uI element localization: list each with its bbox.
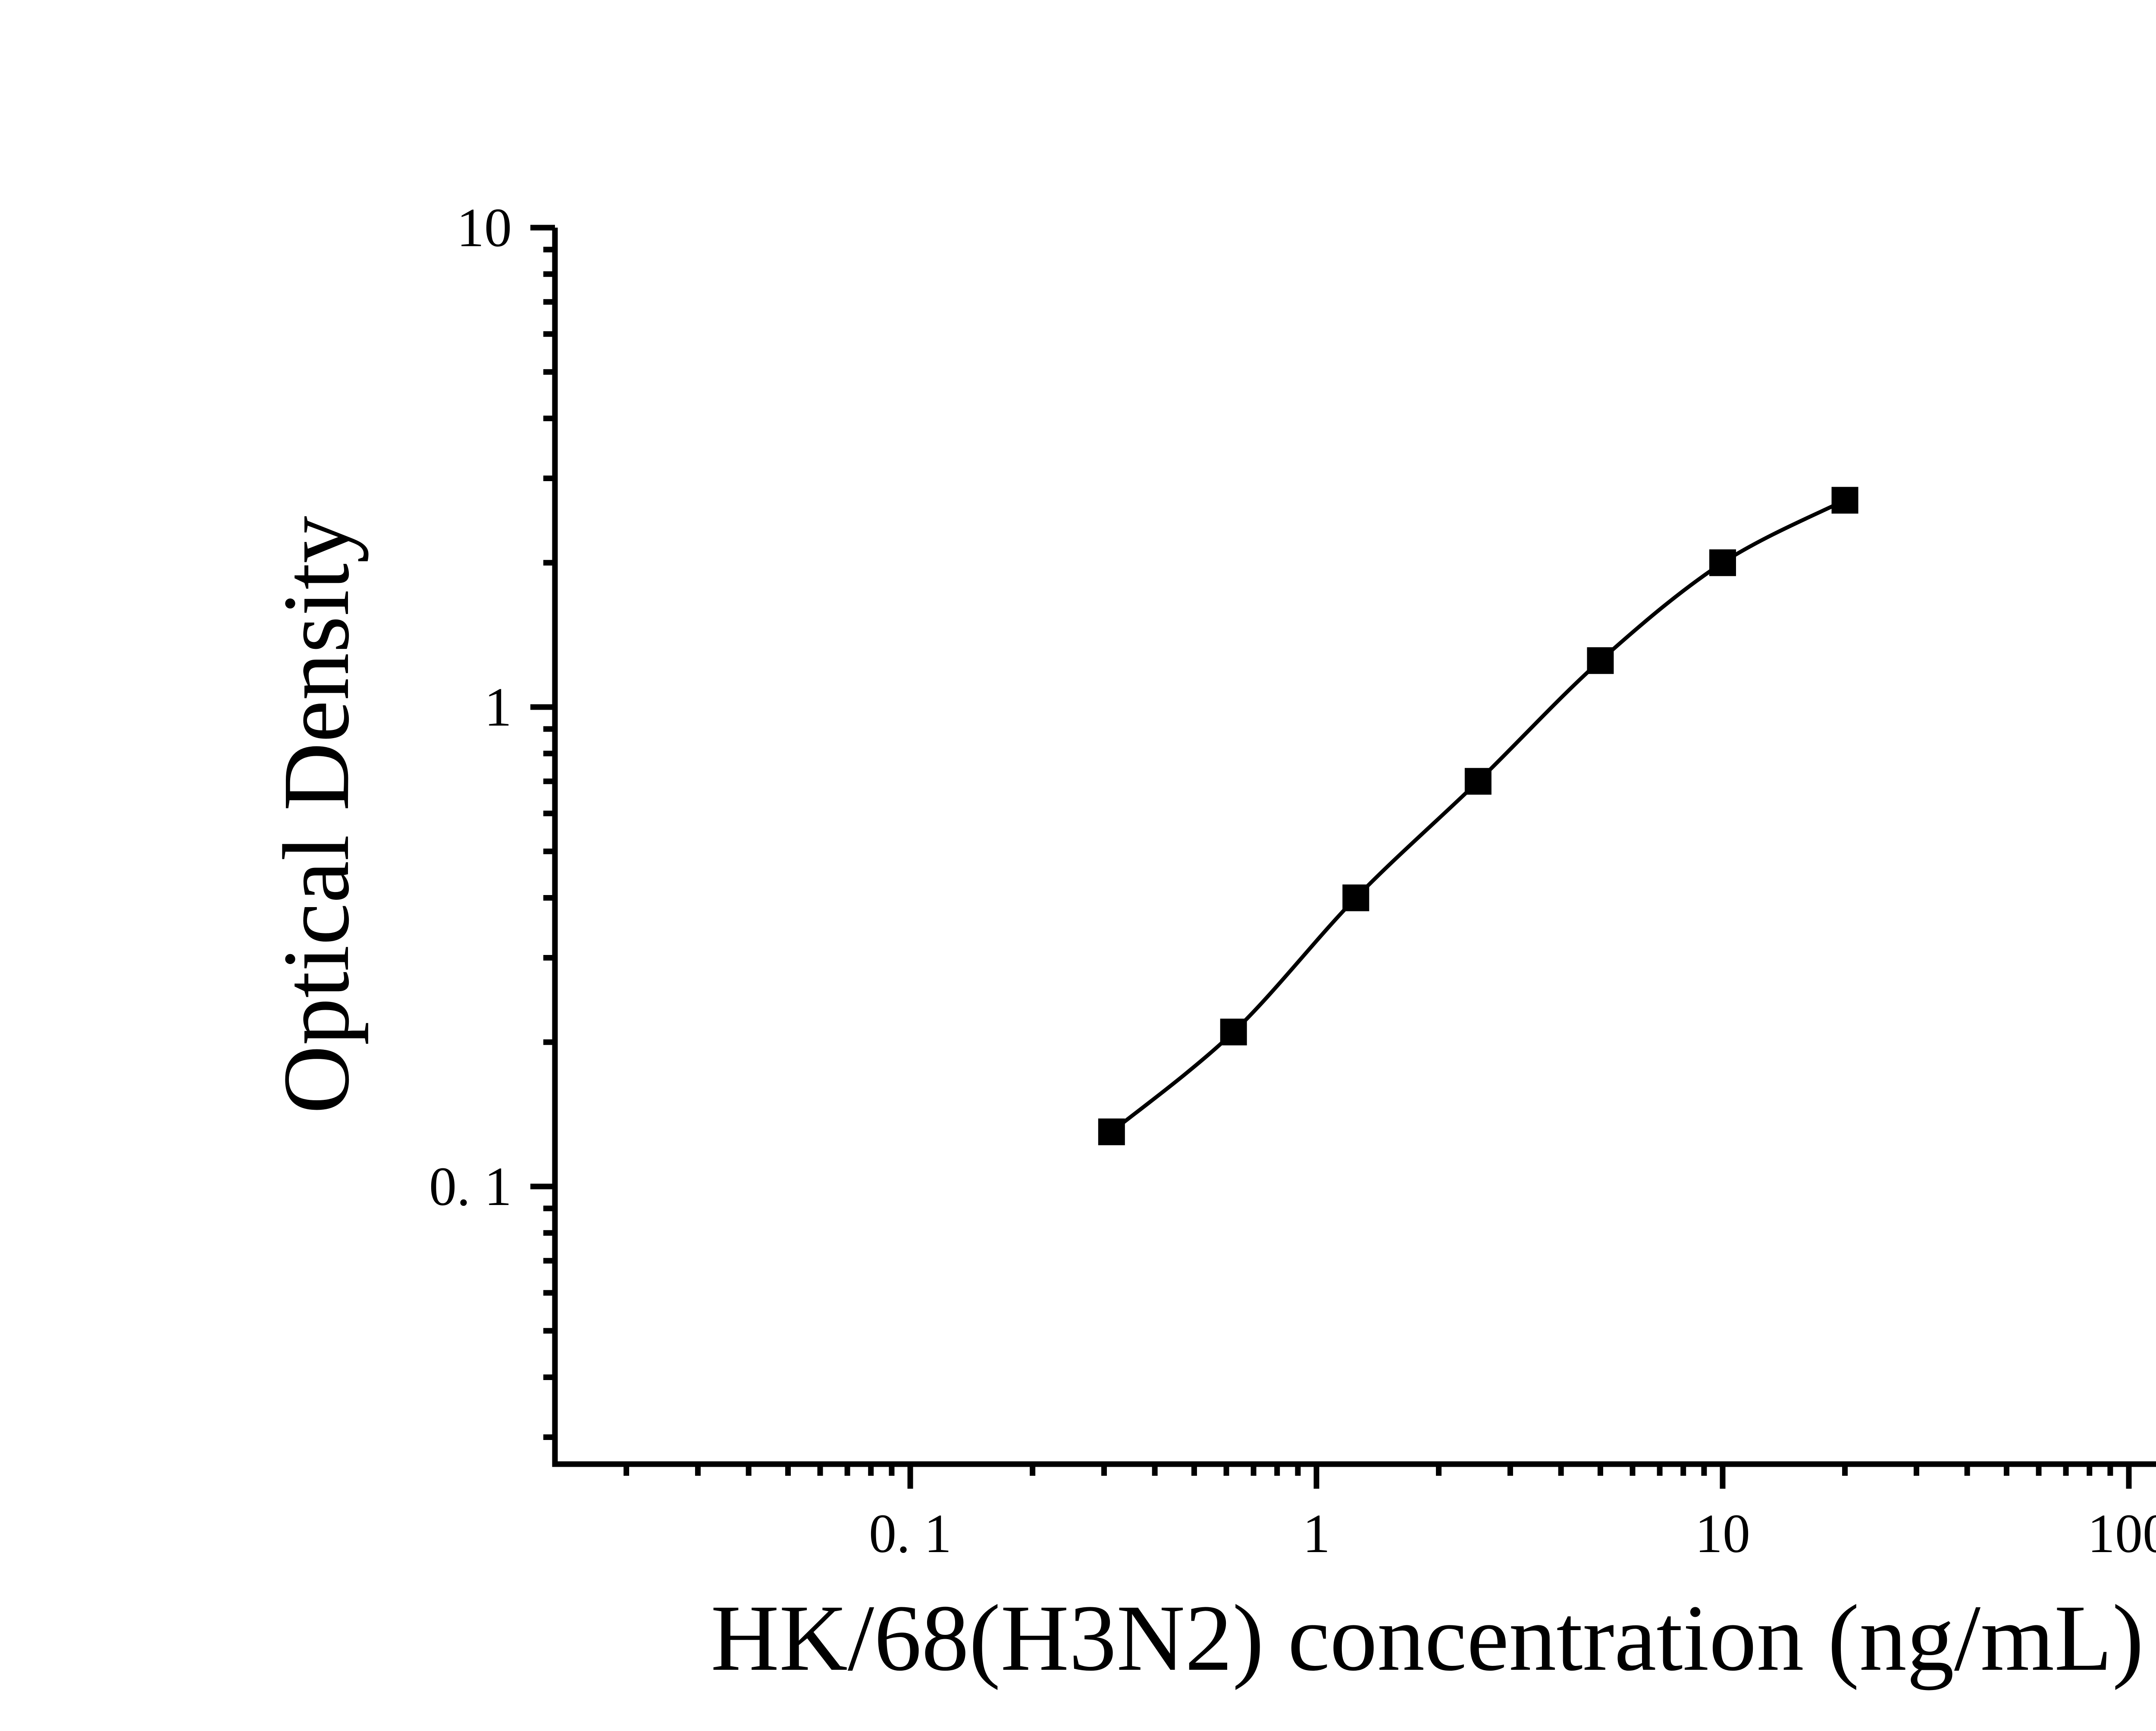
x-tick-label: 10 xyxy=(1695,1503,1750,1564)
data-point-marker xyxy=(1831,487,1858,514)
y-tick-label: 10 xyxy=(457,197,512,258)
data-point-marker xyxy=(1220,1018,1247,1045)
x-axis-title: HK/68(H3N2) concentration (ng/mL) xyxy=(711,1585,2144,1690)
y-tick-label: 1 xyxy=(484,676,512,738)
data-point-marker xyxy=(1098,1118,1125,1146)
data-point-marker xyxy=(1587,647,1614,674)
data-point-marker xyxy=(1342,884,1369,911)
x-tick-label: 0. 1 xyxy=(869,1503,952,1564)
data-point-marker xyxy=(1464,768,1492,795)
x-tick-label: 100 xyxy=(2087,1503,2156,1564)
y-tick-label: 0. 1 xyxy=(429,1156,512,1217)
x-tick-label: 1 xyxy=(1303,1503,1330,1564)
y-axis-title: Optical Density xyxy=(263,516,369,1114)
axis-frame xyxy=(552,228,2156,1467)
data-point-marker xyxy=(1709,549,1736,576)
